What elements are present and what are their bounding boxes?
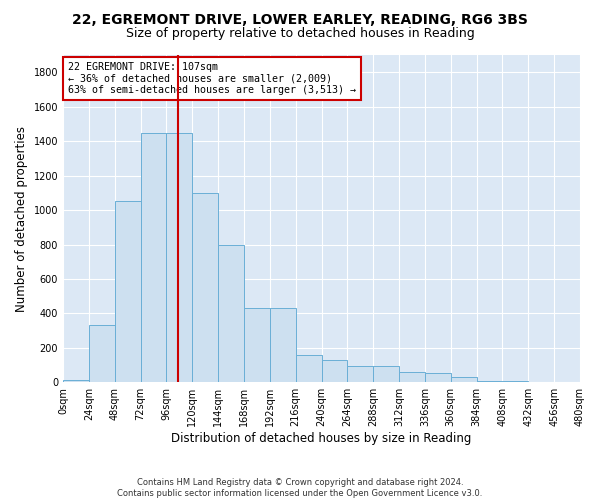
Bar (63, 380, 89, 382)
Bar (192, 193, 218, 382)
Bar (451, 377, 476, 382)
Bar (347, 366, 373, 382)
Y-axis label: Number of detached properties: Number of detached properties (15, 126, 28, 312)
Text: Size of property relative to detached houses in Reading: Size of property relative to detached ho… (125, 28, 475, 40)
Bar (425, 373, 451, 382)
Bar (244, 308, 270, 382)
Bar (89, 326, 115, 382)
Text: Contains HM Land Registry data © Crown copyright and database right 2024.
Contai: Contains HM Land Registry data © Crown c… (118, 478, 482, 498)
Text: 22 EGREMONT DRIVE: 107sqm
← 36% of detached houses are smaller (2,009)
63% of se: 22 EGREMONT DRIVE: 107sqm ← 36% of detac… (68, 62, 356, 94)
Bar (296, 355, 322, 382)
X-axis label: Distribution of detached houses by size in Reading: Distribution of detached houses by size … (172, 432, 472, 445)
Bar (373, 366, 399, 382)
Bar (399, 372, 425, 382)
Bar (322, 360, 347, 382)
Bar (115, 202, 140, 382)
Bar (140, 132, 166, 382)
Text: 22, EGREMONT DRIVE, LOWER EARLEY, READING, RG6 3BS: 22, EGREMONT DRIVE, LOWER EARLEY, READIN… (72, 12, 528, 26)
Bar (218, 244, 244, 382)
Bar (166, 132, 192, 382)
Bar (476, 380, 502, 382)
Bar (270, 308, 296, 382)
